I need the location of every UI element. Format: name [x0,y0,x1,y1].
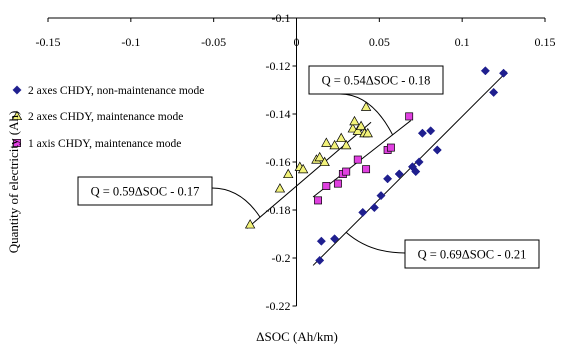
y-tick-label: -0.1 [272,11,291,25]
data-point [499,68,509,78]
fit-line-3 [246,121,372,229]
series-2 [244,101,373,229]
data-point [376,191,386,201]
data-point [322,182,331,190]
series-1 [315,66,509,265]
data-point [274,183,286,193]
annotation-leader [339,93,394,136]
data-point [329,139,340,150]
legend: 2 axes CHDY, non-maintenance mode 2 axes … [11,85,204,150]
equation-label: Q = 0.59ΔSOC - 0.17 [91,185,200,199]
y-tick-label: -0.14 [266,107,291,121]
data-point [432,145,442,155]
data-point [321,137,332,147]
annotation-box [308,65,444,95]
equation-label: Q = 0.69ΔSOC - 0.21 [418,248,527,262]
data-point [386,143,395,152]
data-point [480,66,490,76]
annotation-box [404,239,540,269]
x-tick-label: 0 [294,35,300,49]
data-point [336,132,347,143]
data-point [341,139,352,150]
x-axis-title: ΔSOC (Ah/km) [256,329,338,344]
x-tick-label: 0.15 [535,35,556,49]
data-point [383,174,393,184]
y-tick-label: -0.12 [266,59,291,73]
data-point [489,87,499,97]
x-tick-label: -0.05 [201,35,226,49]
data-point [353,155,362,164]
data-point [330,234,340,244]
data-point [347,123,359,133]
y-tick-label: -0.22 [266,299,291,313]
data-point [411,167,421,177]
legend-marker [11,110,23,121]
data-point [369,203,379,213]
legend-label: 2 axes CHDY, maintenance mode [28,111,183,123]
data-point [297,163,309,174]
annotation-box [77,176,213,206]
series-3 [314,112,414,205]
data-point [414,157,424,167]
data-point [314,196,322,205]
data-point [405,112,414,121]
data-point [316,236,326,246]
data-point [352,125,363,135]
data-point [358,207,368,217]
equation-label: Q = 0.54ΔSOC - 0.18 [322,74,431,88]
data-point [355,120,367,131]
data-point [244,219,256,229]
x-tick-label: 0.05 [369,35,390,49]
data-point [333,179,342,188]
legend-marker [13,139,21,147]
x-tick-label: -0.1 [121,35,140,49]
data-point [314,151,325,162]
equation-annotations: Q = 0.54ΔSOC - 0.18 Q = 0.59ΔSOC - 0.17 Q … [77,65,540,269]
data-point [315,255,325,265]
data-point [283,168,294,179]
y-tick-label: -0.2 [272,251,291,265]
data-point [349,115,360,126]
data-point [417,128,427,138]
y-axis-title: Quantity of electricity (Ah) [6,111,21,254]
data-point [362,165,371,174]
x-tick-label: -0.15 [36,35,61,49]
data-points [244,66,509,265]
annotation-leader [345,231,406,254]
legend-label: 2 axes CHDY, non-maintenance mode [28,85,204,97]
x-tick-label: 0.1 [455,35,470,49]
data-point [426,126,436,136]
axes: -0.15 -0.1 -0.05 0 0.05 0.1 0.15 -0.1 -0.12 -0.14… [36,11,556,313]
data-point [362,127,373,138]
data-point [394,169,404,179]
legend-label: 1 axis CHDY, maintenance mode [28,138,181,150]
data-point [342,167,351,176]
legend-marker [12,85,22,95]
y-tick-label: -0.16 [266,155,291,169]
data-point [360,101,372,111]
data-point [319,156,330,167]
annotation-leader [211,187,261,218]
y-tick-label: -0.18 [266,203,291,217]
